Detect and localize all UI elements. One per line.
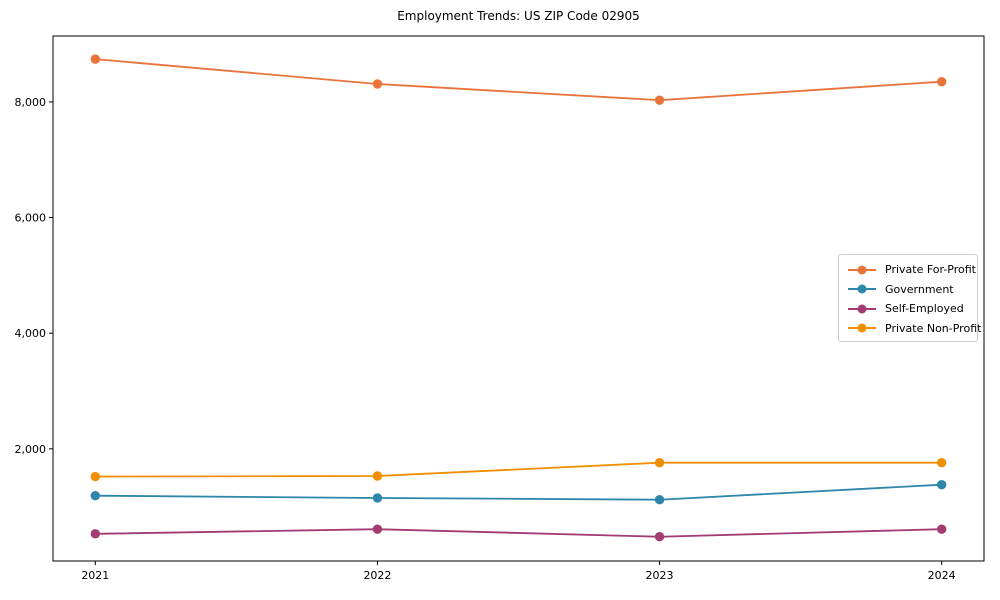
y-tick-label: 4,000	[15, 327, 47, 340]
series-line-private-for-profit	[94, 58, 943, 102]
data-point	[90, 54, 101, 64]
legend-item-self-employed: Self-Employed	[848, 299, 977, 319]
data-point	[372, 79, 383, 89]
data-point	[936, 458, 947, 468]
legend-label: Government	[885, 282, 954, 296]
x-tick-label: 2023	[646, 569, 674, 582]
plot-frame	[52, 35, 985, 562]
legend-item-private-non-profit: Private Non-Profit	[848, 319, 981, 339]
legend-line-swatch	[848, 323, 876, 333]
data-point	[90, 471, 101, 482]
data-point	[90, 529, 101, 539]
x-tick-label: 2021	[81, 569, 109, 582]
legend-marker-dot	[857, 304, 867, 314]
data-point	[654, 532, 665, 542]
series-line-self-employed	[94, 528, 943, 538]
legend-line-swatch	[848, 284, 876, 294]
data-point	[654, 95, 665, 105]
chart-title: Employment Trends: US ZIP Code 02905	[397, 9, 640, 23]
legend-label: Self-Employed	[885, 302, 964, 316]
legend-marker-dot	[857, 284, 867, 294]
legend-item-private-for-profit: Private For-Profit	[848, 260, 977, 280]
data-point	[936, 479, 947, 490]
series-line-private-non-profit	[94, 461, 943, 478]
legend-marker-dot	[857, 265, 867, 275]
legend-line-swatch	[848, 265, 876, 275]
legend-label: Private Non-Profit	[885, 321, 982, 335]
data-point	[372, 524, 383, 534]
legend-label: Private For-Profit	[885, 263, 976, 277]
x-tick-label: 2022	[363, 569, 391, 582]
x-tick-label: 2024	[928, 569, 956, 582]
y-tick-label: 8,000	[15, 96, 47, 109]
y-tick-label: 6,000	[15, 212, 47, 225]
legend-marker-dot	[857, 323, 867, 333]
legend-item-government: Government	[848, 280, 977, 300]
data-point	[936, 76, 947, 87]
data-point	[654, 495, 665, 505]
data-point	[372, 493, 383, 503]
data-point	[372, 471, 383, 481]
data-point	[654, 458, 665, 468]
legend-line-swatch	[848, 304, 876, 314]
series-line-government	[94, 483, 943, 501]
data-point	[936, 524, 947, 534]
y-tick-label: 2,000	[15, 443, 47, 456]
legend: Private For-Profit Government Self-Employe…	[838, 254, 981, 342]
data-point	[90, 490, 101, 501]
